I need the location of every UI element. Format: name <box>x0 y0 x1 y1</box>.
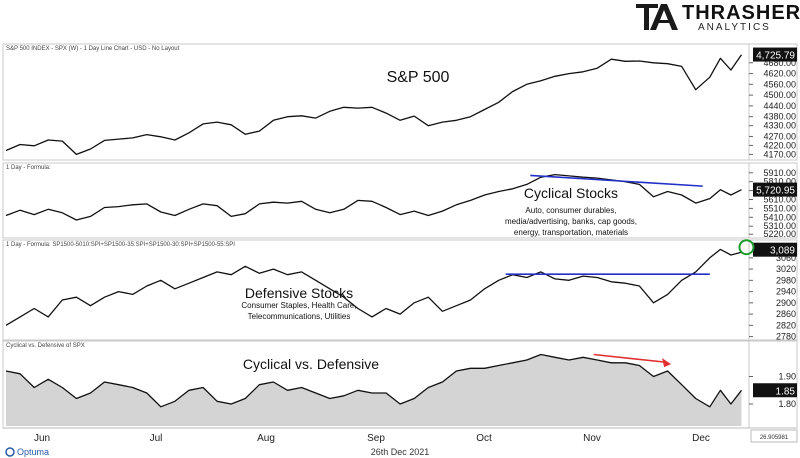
highlight-circle <box>738 239 755 256</box>
month-label: Oct <box>476 433 492 444</box>
logo-sub: ANALYTICS <box>698 22 771 33</box>
month-label: Aug <box>257 433 275 444</box>
y-tick-label: 1.90 <box>778 372 796 382</box>
month-label: Sep <box>367 433 385 444</box>
y-tick-label: 4220.00 <box>763 140 796 150</box>
panel-header: Cyclical vs. Defensive of SPX <box>6 343 85 349</box>
last-value-box <box>753 242 797 257</box>
y-tick-label: 4380.00 <box>763 112 796 122</box>
panel-subtitle: Auto, consumer durables, <box>525 206 616 215</box>
scale-box <box>750 429 798 443</box>
panel-frame <box>2 43 798 161</box>
last-value-label: 1.85 <box>776 386 796 397</box>
trend-arrow-line <box>593 353 666 363</box>
month-label: Jun <box>34 433 50 444</box>
y-tick-label: 5910.00 <box>763 168 796 178</box>
series-line <box>5 54 743 156</box>
y-tick-label: 4270.00 <box>763 131 796 141</box>
month-label: Nov <box>583 433 601 444</box>
y-tick-label: 2780 <box>776 332 796 342</box>
last-value-box <box>753 383 797 398</box>
last-value-box <box>753 182 797 197</box>
series-line <box>5 353 743 408</box>
last-value-label: 3,089 <box>770 246 795 257</box>
logo-brand: THRASHER <box>682 2 800 24</box>
y-tick-label: 2820 <box>776 320 796 330</box>
panel-2: 1 Day - Formula:5910.005810.005710.00561… <box>2 162 798 239</box>
y-tick-label: 4330.00 <box>763 121 796 131</box>
panel-1: S&P 500 INDEX - SPX (W) - 1 Day Line Cha… <box>2 43 798 161</box>
panel-header: 1 Day - Formula: SP1500-5010:SPI+SP1500-… <box>6 242 235 248</box>
y-tick-label: 5810.00 <box>763 177 796 187</box>
y-tick-label: 3060 <box>776 253 796 263</box>
y-tick-label: 4680.00 <box>763 58 796 68</box>
footer-date: 26th Dec 2021 <box>371 447 430 457</box>
trend-arrow-head <box>662 358 672 368</box>
y-tick-label: 4500.00 <box>763 90 796 100</box>
month-label: Jul <box>150 433 163 444</box>
last-value-box <box>753 47 797 62</box>
panel-4: Cyclical vs. Defensive of SPX 1.90 1.80 1.8… <box>2 340 798 429</box>
scale-value: 26.905981 <box>760 435 789 441</box>
panel-annotation: Cyclical vs. Defensive <box>243 356 379 372</box>
panel-annotation: Defensive Stocks <box>245 285 353 301</box>
panel-subtitle: Telecommunications, Utilities <box>248 312 351 321</box>
last-value-label: 5,720.95 <box>756 186 795 197</box>
y-tick-label: 4560.00 <box>763 79 796 89</box>
panel-subtitle: media/advertising, banks, cap goods, <box>505 217 637 226</box>
panel-frame <box>2 239 798 341</box>
thrasher-logo: THRASHER ANALYTICS <box>636 0 800 34</box>
month-label: Dec <box>692 433 710 444</box>
trendline <box>530 174 703 187</box>
y-tick-label: 4170.00 <box>763 149 796 159</box>
y-tick-label: 3020 <box>776 264 796 274</box>
panel-header: 1 Day - Formula: <box>6 165 51 171</box>
y-tick-label: 2900 <box>776 298 796 308</box>
panel-frame <box>2 162 798 239</box>
series-line <box>5 248 742 326</box>
y-tick-label: 2860 <box>776 309 796 319</box>
y-tick-label: 5610.00 <box>763 194 796 204</box>
optuma-label: Optuma <box>17 447 49 457</box>
panel-subtitle: energy, transportation, materials <box>514 228 628 237</box>
y-tick-label: 2980 <box>776 275 796 285</box>
y-tick-label: 5510.00 <box>763 203 796 213</box>
y-tick-label: 1.80 <box>778 399 796 409</box>
y-tick-label: 5220.00 <box>763 229 796 239</box>
y-tick-label: 2940 <box>776 287 796 297</box>
y-tick-label: 4620.00 <box>763 69 796 79</box>
panel-subtitle: Consumer Staples, Health Care, <box>241 301 356 310</box>
panel-3: 1 Day - Formula: SP1500-5010:SPI+SP1500-… <box>2 239 798 342</box>
y-tick-label: 5310.00 <box>763 221 796 231</box>
last-value-label: 4,725.79 <box>756 51 795 62</box>
panel-header: S&P 500 INDEX - SPX (W) - 1 Day Line Cha… <box>6 46 180 52</box>
panel-annotation: S&P 500 <box>387 69 450 86</box>
thrasher-logo-mark <box>636 4 678 30</box>
panel-annotation: Cyclical Stocks <box>524 185 618 201</box>
optuma-icon <box>5 447 15 457</box>
y-tick-label: 5410.00 <box>763 212 796 222</box>
y-tick-label: 4440.00 <box>763 101 796 111</box>
series-area <box>6 354 742 426</box>
